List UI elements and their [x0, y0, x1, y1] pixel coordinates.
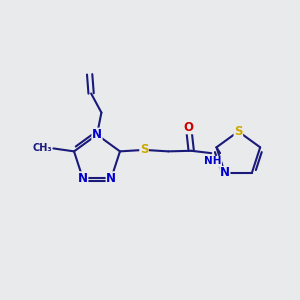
Text: N: N: [106, 172, 116, 185]
Text: N: N: [78, 172, 88, 185]
Text: CH₃: CH₃: [32, 143, 52, 153]
Text: S: S: [140, 143, 148, 156]
Text: S: S: [234, 125, 243, 138]
Text: NH: NH: [204, 156, 221, 167]
Text: O: O: [184, 121, 194, 134]
Text: N: N: [220, 167, 230, 179]
Text: N: N: [92, 128, 102, 141]
